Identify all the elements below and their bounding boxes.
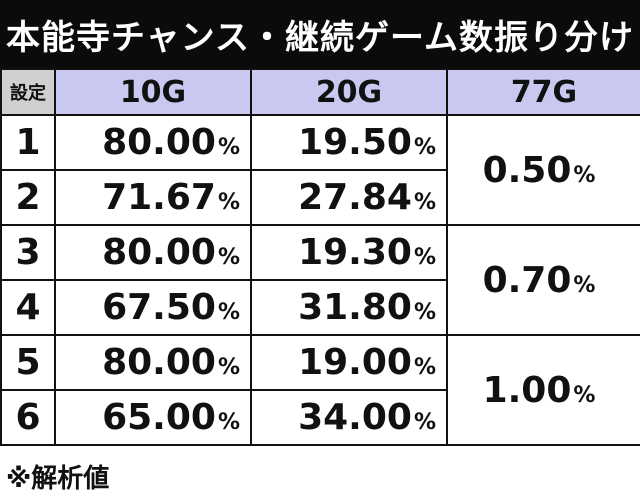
table-row: 2 71.67% 27.84% (0, 169, 640, 226)
value-20g: 31.80% (250, 279, 448, 336)
distribution-table: 設定 10G 20G 77G 1 80.00% 19.50% 0.50% 2 7… (0, 68, 640, 446)
value-20g: 34.00% (250, 389, 448, 446)
value-20g: 19.00% (250, 334, 448, 391)
value-77g: 0.50% (446, 114, 640, 226)
value-77g: 0.70% (446, 224, 640, 336)
setting-cell: 5 (0, 334, 56, 391)
value-10g: 67.50% (54, 279, 252, 336)
value-20g: 19.50% (250, 114, 448, 171)
table-row: 6 65.00% 34.00% (0, 389, 640, 446)
footnote: ※解析値 (6, 464, 110, 494)
header-77g: 77G (446, 68, 640, 116)
header-20g: 20G (250, 68, 448, 116)
setting-cell: 2 (0, 169, 56, 226)
setting-cell: 4 (0, 279, 56, 336)
value-10g: 80.00% (54, 114, 252, 171)
value-10g: 80.00% (54, 224, 252, 281)
value-20g: 27.84% (250, 169, 448, 226)
setting-cell: 6 (0, 389, 56, 446)
value-20g: 19.30% (250, 224, 448, 281)
value-10g: 80.00% (54, 334, 252, 391)
table-header-row: 設定 10G 20G 77G (0, 68, 640, 116)
page-title: 本能寺チャンス・継続ゲーム数振り分け (0, 0, 640, 68)
table-row: 4 67.50% 31.80% (0, 279, 640, 336)
header-setting: 設定 (0, 68, 56, 116)
table-row: 5 80.00% 19.00% 1.00% (0, 334, 640, 446)
setting-cell: 1 (0, 114, 56, 171)
table-row: 3 80.00% 19.30% 0.70% (0, 224, 640, 336)
value-10g: 71.67% (54, 169, 252, 226)
value-77g: 1.00% (446, 334, 640, 446)
table-row: 1 80.00% 19.50% 0.50% (0, 114, 640, 226)
value-10g: 65.00% (54, 389, 252, 446)
setting-cell: 3 (0, 224, 56, 281)
header-10g: 10G (54, 68, 252, 116)
